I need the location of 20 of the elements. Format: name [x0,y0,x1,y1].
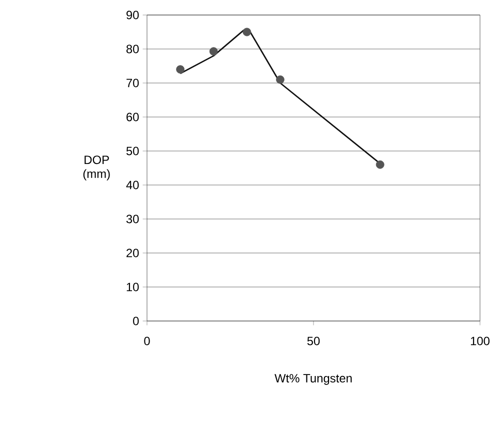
y-tick-label: 30 [126,214,139,224]
point [176,65,184,74]
x-tick-label: 50 [307,336,320,346]
point [209,47,218,56]
point [376,160,384,169]
x-axis-title: Wt% Tungsten [274,374,352,385]
y-tick-label: 70 [126,78,139,88]
y-tick-label: 50 [126,146,139,156]
point [276,75,284,84]
y-tick-label: 80 [126,44,139,54]
y-tick-label: 10 [126,282,139,292]
y-axis-title: DOP (mm) [83,156,110,180]
y-tick-label: 0 [133,316,139,326]
x-tick-label: 100 [470,336,490,346]
y-tick-label: 20 [126,248,139,258]
point [242,28,252,36]
y-tick-label: 40 [126,180,139,190]
y-tick-label: 60 [126,112,139,122]
x-tick-label: 0 [144,336,150,346]
y-tick-label: 90 [126,10,139,20]
